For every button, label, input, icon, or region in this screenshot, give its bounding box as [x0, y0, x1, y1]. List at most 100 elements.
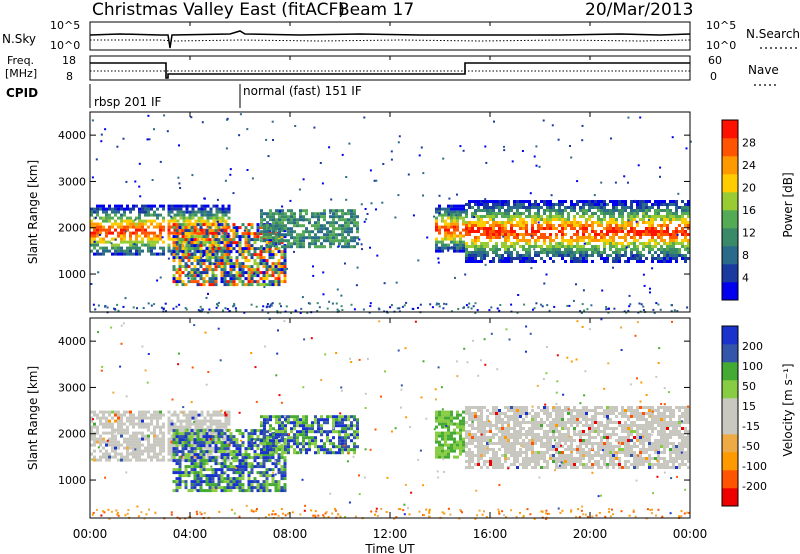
echo-cell	[202, 450, 206, 454]
echo-cell	[546, 227, 549, 230]
echo-cell	[193, 253, 197, 257]
echo-cell	[220, 268, 224, 272]
echo-cell	[606, 209, 609, 212]
echo-cell	[630, 227, 633, 230]
echo-cell	[317, 218, 320, 222]
echo-cell	[150, 443, 153, 447]
echo-cell	[153, 210, 156, 214]
echo-cell	[593, 194, 596, 197]
echo-cell	[675, 212, 678, 215]
echo-cell	[615, 248, 618, 251]
echo-cell	[214, 226, 218, 230]
echo-cell	[263, 421, 266, 425]
echo-cell	[486, 215, 489, 218]
echo-cell	[271, 444, 275, 448]
echo-cell	[531, 203, 534, 206]
echo-cell	[271, 262, 275, 266]
echo-cell	[278, 430, 281, 434]
echo-cell	[272, 227, 275, 231]
echo-cell	[435, 243, 438, 247]
echo-cell	[247, 235, 251, 239]
echo-cell	[474, 212, 477, 215]
echo-cell	[227, 422, 231, 426]
echo-cell	[350, 427, 353, 431]
echo-cell	[588, 233, 591, 236]
echo-cell	[498, 209, 501, 212]
echo-cell	[199, 453, 203, 457]
echo-cell	[284, 245, 287, 249]
echo-cell	[456, 219, 459, 223]
echo-cell	[450, 431, 453, 435]
echo-cell	[642, 305, 645, 308]
echo-cell	[281, 448, 284, 452]
echo-cell	[651, 254, 654, 257]
echo-cell	[147, 443, 150, 447]
echo-cell	[459, 437, 462, 441]
echo-cell	[341, 224, 344, 228]
echo-cell	[205, 468, 209, 472]
echo-cell	[200, 216, 204, 220]
echo-cell	[188, 243, 192, 247]
echo-cell	[438, 443, 441, 447]
echo-cell	[153, 243, 156, 247]
echo-cell	[250, 435, 254, 439]
echo-cell	[597, 251, 600, 254]
echo-cell	[173, 204, 177, 208]
echo-cell	[323, 445, 326, 449]
echo-cell	[302, 421, 305, 425]
echo-cell	[597, 254, 600, 257]
echo-cell	[144, 434, 147, 438]
echo-cell	[477, 409, 480, 412]
echo-cell	[126, 225, 129, 229]
echo-cell	[462, 443, 465, 447]
echo-cell	[660, 257, 663, 260]
echo-cell	[134, 218, 137, 221]
echo-cell	[208, 280, 212, 284]
echo-cell	[274, 465, 278, 469]
echo-cell	[206, 425, 210, 429]
echo-cell	[459, 204, 462, 208]
echo-cell	[281, 215, 284, 219]
echo-cell	[653, 311, 656, 314]
echo-cell	[567, 224, 570, 227]
echo-cell	[523, 303, 526, 306]
echo-cell	[111, 243, 114, 247]
echo-cell	[564, 251, 567, 254]
echo-cell	[263, 227, 266, 231]
echo-cell	[528, 233, 531, 236]
echo-cell	[492, 251, 495, 254]
echo-cell	[224, 437, 228, 441]
echo-cell	[471, 466, 474, 469]
echo-cell	[241, 471, 245, 475]
echo-cell	[311, 215, 314, 219]
echo-cell	[660, 230, 663, 233]
echo-cell	[201, 308, 204, 311]
echo-cell	[579, 260, 582, 263]
echo-cell	[199, 250, 203, 254]
echo-cell	[456, 431, 459, 435]
echo-cell	[320, 212, 323, 216]
echo-cell	[542, 119, 545, 122]
echo-cell	[621, 224, 624, 227]
echo-cell	[170, 413, 174, 417]
echo-cell	[462, 416, 465, 420]
echo-cell	[570, 209, 573, 212]
echo-cell	[576, 245, 579, 248]
echo-cell	[129, 231, 132, 235]
echo-cell	[492, 206, 495, 209]
echo-cell	[323, 430, 326, 434]
echo-cell	[153, 452, 156, 456]
echo-cell	[275, 236, 278, 240]
echo-cell	[114, 249, 117, 253]
echo-cell	[123, 228, 126, 232]
echo-cell	[376, 254, 379, 257]
echo-cell	[191, 440, 195, 444]
echo-cell	[120, 246, 123, 250]
echo-cell	[111, 416, 114, 420]
echo-cell	[453, 204, 456, 208]
echo-cell	[203, 446, 207, 450]
echo-cell	[278, 439, 281, 443]
echo-cell	[135, 231, 138, 235]
echo-cell	[232, 268, 236, 272]
echo-cell	[672, 248, 675, 251]
